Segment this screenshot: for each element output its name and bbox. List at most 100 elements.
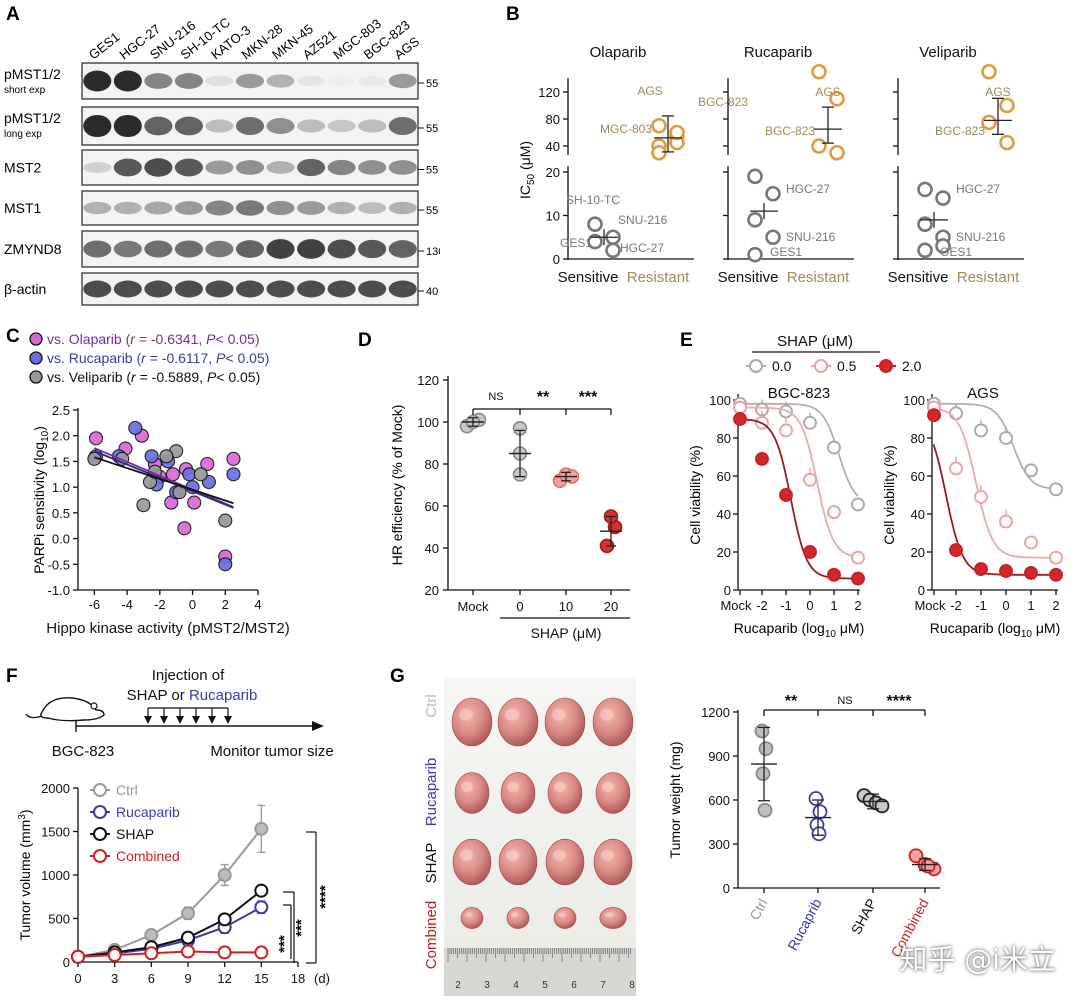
data-point-sensitive (765, 229, 781, 246)
plot-title: AGS (967, 385, 999, 402)
y-label-part: ) (17, 809, 33, 814)
tumor-image (452, 838, 492, 886)
data-point (217, 945, 232, 960)
legend-label: Ctrl (116, 782, 138, 798)
blot-band (144, 201, 173, 215)
mw-label: 130 (426, 246, 440, 258)
panel-letter-f: F (6, 666, 18, 687)
y-tick-label: 600 (708, 793, 730, 808)
blot-band (235, 160, 265, 175)
tumor-highlight (505, 849, 519, 861)
legend-text-part: ( (122, 369, 131, 385)
blot-band (174, 280, 203, 298)
blot-band (144, 280, 173, 298)
tumor-image (599, 907, 627, 929)
y-tick-label: 0 (553, 252, 560, 267)
data-point (1049, 550, 1063, 565)
y-tick-label: 10 (546, 209, 560, 224)
y-tick-label: 120 (417, 373, 439, 388)
x-label-part: Rucaparib (log (734, 620, 825, 636)
sensitive-label: Sensitive (558, 269, 619, 286)
injection-arrowhead-icon (160, 716, 168, 724)
legend-text-part: = -0.5889, (136, 369, 207, 385)
blot-label: pMST1/2 (4, 66, 61, 82)
blot-band (113, 240, 142, 258)
x-tick-label: -2 (756, 598, 768, 613)
data-point (144, 946, 159, 961)
y-tick-label: 500 (48, 912, 70, 927)
x-label-part: 10 (825, 629, 837, 640)
cell-annotation: HGC-27 (956, 182, 1000, 196)
blot-band (174, 116, 203, 136)
blot-band (83, 114, 112, 138)
cell-annotation: GES1 (770, 245, 802, 259)
data-point (927, 408, 941, 423)
data-point-sensitive (587, 216, 603, 232)
x-tick-label: 20 (604, 599, 618, 614)
x-tick-label: 0 (1002, 598, 1009, 613)
legend-marker (749, 359, 763, 373)
tumor-highlight (460, 781, 473, 792)
blot-band (235, 280, 265, 298)
y-tick-label: 120 (538, 85, 560, 100)
data-point (851, 550, 865, 565)
y-axis-label: Tumor weight (mg) (667, 742, 683, 859)
data-point-resistant (829, 144, 845, 161)
blot-band (297, 201, 326, 215)
tumor-image (497, 697, 539, 747)
x-label-part: Rucaparib (log (930, 620, 1021, 636)
data-point (254, 900, 269, 915)
fit-curve (740, 418, 858, 580)
legend-marker (93, 783, 107, 797)
ic50-ylabel: IC50 (μM) (517, 141, 537, 199)
blot-band (174, 73, 203, 89)
blot-band (83, 162, 112, 173)
mw-label: 40 (426, 286, 438, 298)
blot-band (83, 280, 112, 298)
data-point-resistant (811, 138, 827, 154)
drug-title: Rucaparib (744, 44, 812, 61)
scatter-point (128, 420, 143, 436)
mw-label: 55 (426, 165, 438, 177)
data-point (803, 472, 817, 487)
cell-annotation: SNU-216 (786, 230, 836, 244)
panel-c-figure: C vs. Olaparib (r = -0.6341, P< 0.05)vs.… (6, 326, 290, 637)
data-point-sensitive (935, 238, 951, 254)
y-tick-label: 100 (417, 415, 439, 430)
x-tick-label: -2 (950, 598, 962, 613)
data-point (254, 945, 269, 960)
blot-sublabel: long exp (4, 129, 42, 140)
y-tick-label: 300 (708, 837, 730, 852)
photo-row-label: Rucaparib (423, 758, 440, 826)
cell-annotation: AGS (985, 85, 1010, 99)
tumor-highlight (600, 708, 614, 721)
resistant-label: Resistant (787, 269, 850, 286)
blot-band (297, 119, 326, 133)
tumor-highlight (604, 912, 614, 918)
x-tick-label: -4 (121, 597, 133, 612)
tumor-image (454, 772, 490, 814)
x-tick-label: -6 (89, 597, 101, 612)
cell-annotation: GES1 (940, 245, 972, 259)
tumor-highlight (552, 708, 566, 721)
x-tick-label: 2 (222, 597, 229, 612)
data-point-sensitive (747, 246, 763, 263)
mouse-ear-icon (90, 702, 98, 710)
photo-row-label: SHAP (423, 843, 440, 884)
blot-band (174, 240, 203, 258)
x-tick-label: 15 (254, 971, 268, 986)
blot-band (174, 201, 203, 215)
data-point (974, 489, 988, 504)
blot-band (235, 200, 265, 216)
y-label-part: Tumor volume (mm (17, 820, 33, 941)
lane-label: GES1 (86, 29, 123, 62)
cell-annotation: BGC-823 (935, 124, 985, 138)
cell-annotation: BGC-823 (698, 95, 748, 109)
y-axis-label: Tumor volume (mm3) (17, 809, 33, 940)
y-tick-label: 40 (717, 507, 731, 522)
x-tick-label: 0 (189, 597, 196, 612)
data-point (827, 505, 841, 520)
cell-annotation: SNU-216 (618, 213, 668, 227)
data-point-resistant (999, 134, 1015, 151)
y-tick-label: 0 (918, 583, 925, 598)
